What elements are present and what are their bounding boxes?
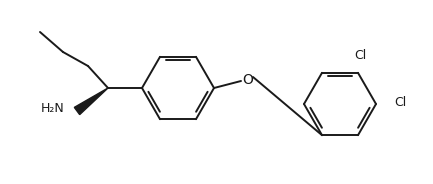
Text: Cl: Cl: [354, 49, 366, 62]
Text: H₂N: H₂N: [40, 102, 64, 114]
Text: O: O: [242, 73, 253, 87]
Text: Cl: Cl: [394, 96, 406, 109]
Polygon shape: [74, 88, 108, 115]
